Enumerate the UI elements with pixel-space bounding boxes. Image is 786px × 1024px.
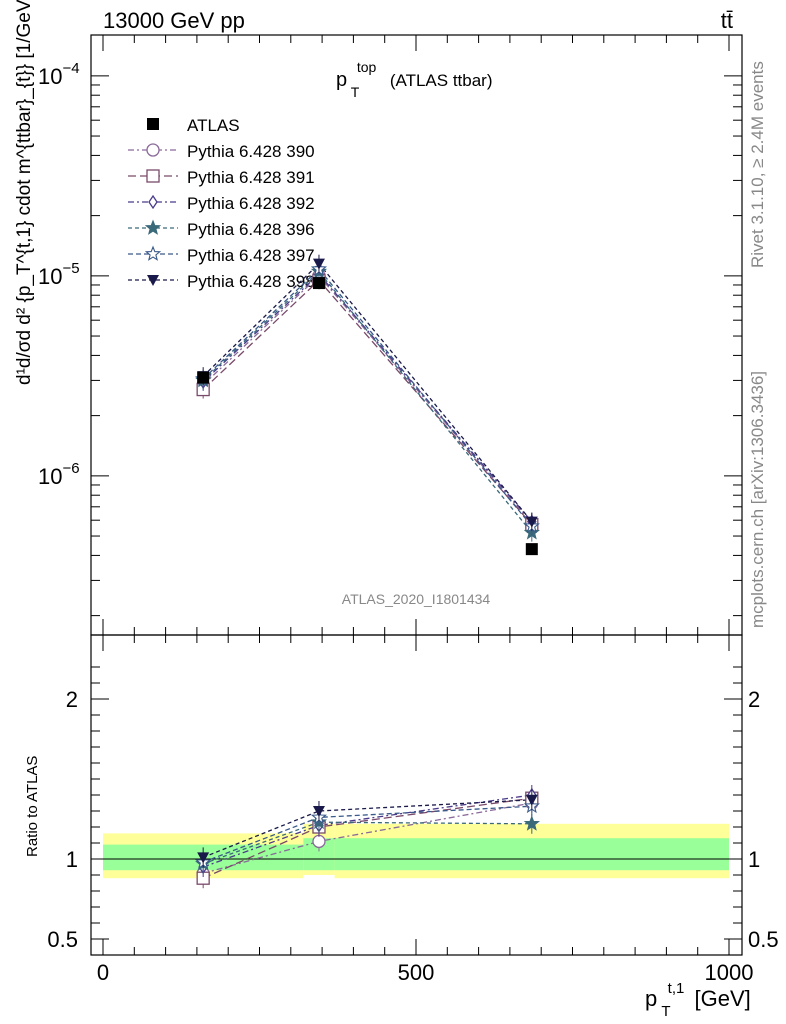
legend-marker — [147, 275, 159, 286]
legend-label: Pythia 6.428 390 — [187, 142, 315, 161]
legend-marker — [148, 194, 158, 210]
y-tick-label-ratio-left: 1 — [66, 847, 78, 872]
series-marker-ratio — [523, 815, 540, 831]
ratio-series-group — [195, 785, 540, 889]
green-band-2 — [334, 838, 729, 871]
legend: ATLAS Pythia 6.428 390 Pythia 6.428 391 Pyt… — [128, 116, 315, 291]
legend-marker — [146, 169, 160, 183]
series-marker-ratio — [525, 794, 538, 806]
series-line-main — [202, 270, 533, 534]
series-marker-ratio — [197, 852, 210, 864]
y-tick-label-main: 10−4 — [38, 60, 80, 89]
y-tick-label-main: 10−5 — [38, 260, 80, 289]
x-axis-label-sub: T — [661, 1003, 670, 1020]
plot-title: p T top (ATLAS ttbar) — [336, 55, 493, 102]
series-marker-ratio — [312, 806, 325, 817]
x-axis-label: p T t,1 [GeV] — [645, 973, 751, 1021]
energy-label: 13000 GeV pp — [103, 8, 245, 33]
source-label: mcplots.cern.ch [arXiv:1306.3436] — [748, 370, 767, 628]
series-line-main — [202, 274, 533, 524]
legend-marker — [144, 219, 162, 235]
y-tick-label-base: 10 — [38, 64, 62, 89]
ratio-uncertainty-bands — [103, 823, 729, 879]
rivet-version-label: Rivet 3.1.10, ≥ 2.4M events — [748, 61, 767, 268]
legend-marker-data — [147, 118, 159, 130]
main-y-axis-label: d¹d/σd d² {p_T^{t,1} cdot m^{ttbar}_{t}}… — [14, 0, 35, 385]
y-tick-label-exp: −6 — [62, 460, 79, 477]
series-line-main — [202, 273, 533, 523]
legend-label: Pythia 6.428 398 — [187, 272, 315, 291]
series-line-main — [202, 268, 533, 527]
legend-label: Pythia 6.428 391 — [187, 168, 315, 187]
legend-label: Pythia 6.428 396 — [187, 220, 315, 239]
main-series-group — [195, 254, 540, 556]
plot-title-suffix: (ATLAS ttbar) — [390, 71, 493, 90]
series-line-ratio — [202, 799, 532, 859]
ratio-y-axis-label: Ratio to ATLAS — [24, 756, 41, 857]
x-tick-label: 1000 — [705, 960, 754, 985]
legend-label: Pythia 6.428 397 — [187, 246, 315, 265]
process-label: tt̄ — [721, 8, 733, 33]
legend-marker — [146, 143, 160, 157]
series-marker-ratio — [312, 834, 326, 849]
x-axis-label-unit: [GeV] — [694, 986, 750, 1011]
plot-title-main: p — [336, 69, 347, 91]
x-tick-label: 0 — [97, 960, 109, 985]
plot-title-sub: T — [351, 84, 360, 100]
y-tick-label-main: 10−6 — [38, 460, 80, 489]
y-tick-label-exp: −4 — [62, 60, 79, 77]
legend-marker — [144, 245, 162, 261]
series-marker-main — [525, 516, 538, 528]
analysis-watermark: ATLAS_2020_I1801434 — [342, 591, 491, 607]
y-tick-label-base: 10 — [38, 264, 62, 289]
x-axis-label-main: p — [645, 986, 657, 1011]
y-tick-label-ratio-right: 1 — [748, 847, 760, 872]
data-point — [525, 543, 538, 556]
ratio-plot-frame — [90, 634, 743, 956]
x-tick-label: 500 — [398, 960, 435, 985]
legend-label: Pythia 6.428 392 — [187, 194, 315, 213]
y-tick-label-ratio-left: 0.5 — [47, 927, 78, 952]
data-point — [197, 371, 210, 384]
series-line-main — [202, 279, 533, 526]
y-tick-label-ratio-right: 2 — [748, 687, 760, 712]
x-axis-label-sup: t,1 — [668, 980, 685, 997]
axis-ticks — [91, 35, 742, 955]
y-tick-label-exp: −5 — [62, 260, 79, 277]
data-point — [312, 277, 325, 290]
series-line-main — [202, 262, 533, 523]
series-marker-main — [312, 258, 325, 270]
legend-label-data: ATLAS — [187, 116, 240, 135]
y-tick-label-ratio-right: 0.5 — [748, 927, 779, 952]
plot-title-sup: top — [357, 59, 377, 75]
y-tick-label-ratio-left: 2 — [66, 687, 78, 712]
series-line-ratio — [202, 794, 532, 868]
y-tick-label-base: 10 — [38, 464, 62, 489]
